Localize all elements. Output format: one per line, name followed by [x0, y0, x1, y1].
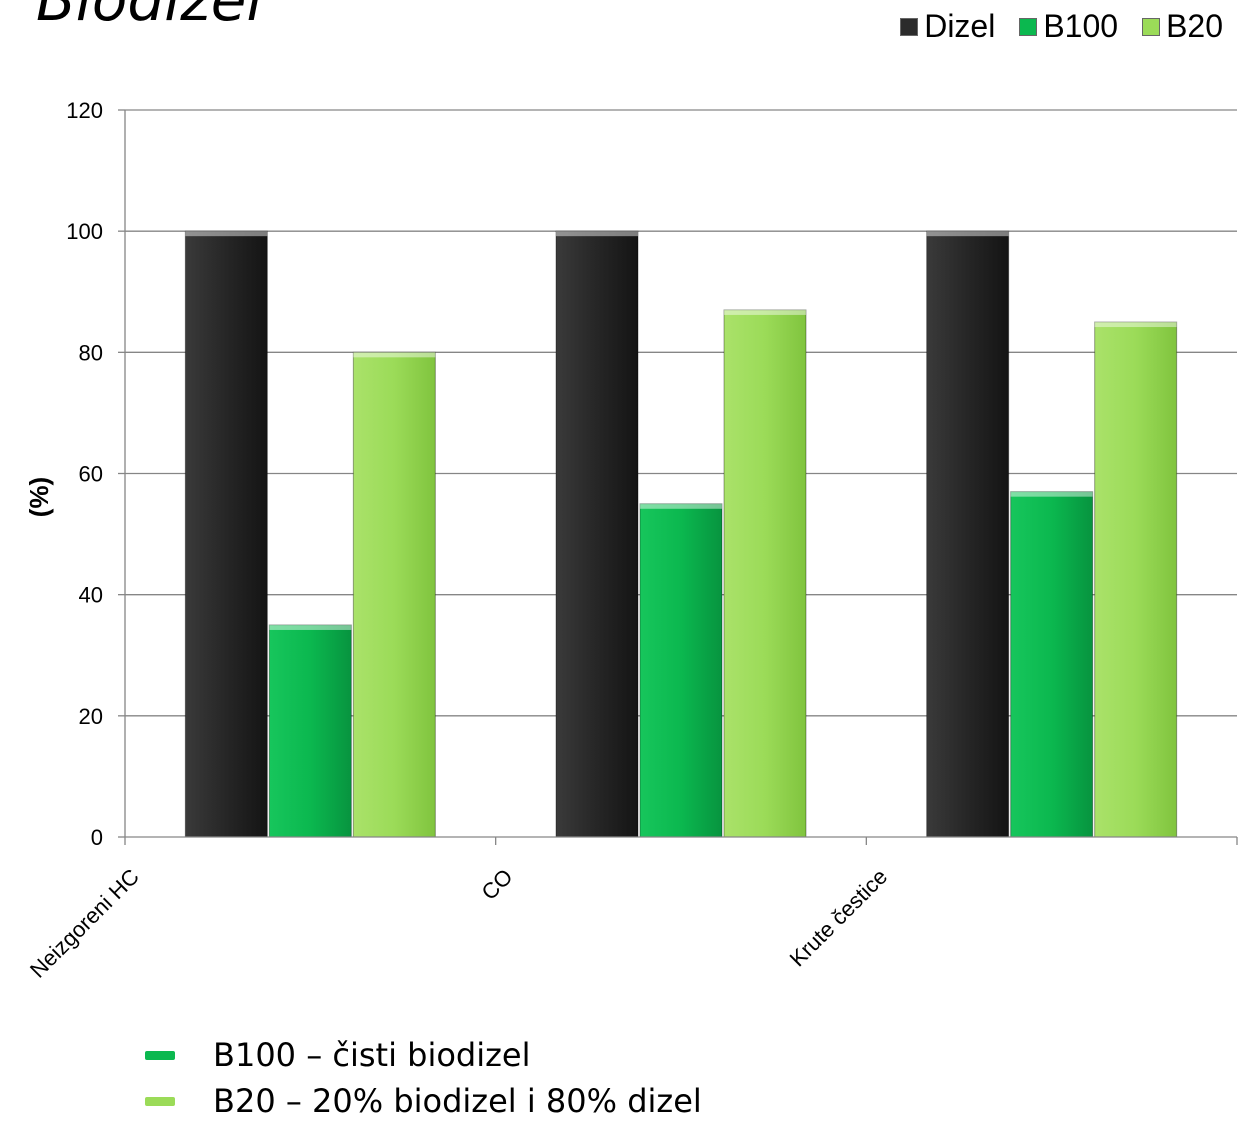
bar-top-highlight — [926, 231, 1009, 237]
notes-list: B100 – čisti biodizel B20 – 20% biodizel … — [145, 1032, 702, 1124]
y-tick-label: 0 — [91, 825, 103, 850]
bar-top-highlight — [1010, 491, 1093, 497]
legend-swatch — [900, 17, 919, 36]
legend-swatch — [1142, 17, 1161, 36]
y-tick-label: 80 — [79, 340, 103, 365]
bar-chart: 0 20 40 60 80 100 120 Neizgoreni HC CO Krute čest… — [24, 98, 1238, 983]
dash-bullet-icon — [145, 1096, 175, 1106]
y-tick-label: 100 — [66, 219, 103, 244]
note-item: B20 – 20% biodizel i 80% dizel — [145, 1078, 702, 1124]
dash-bullet-icon — [145, 1050, 175, 1060]
bar-b20 — [352, 351, 436, 838]
y-tick-label: 40 — [79, 583, 103, 608]
bar-b100 — [1010, 491, 1094, 838]
legend-item-b100: B100 — [1019, 8, 1118, 45]
bar-dizel — [926, 230, 1010, 838]
note-text: B100 – čisti biodizel — [213, 1036, 531, 1074]
bar-b100 — [639, 503, 723, 838]
bar-b20 — [723, 309, 807, 838]
note-text: B20 – 20% biodizel i 80% dizel — [213, 1082, 702, 1120]
bar-top-highlight — [269, 624, 352, 630]
x-tick-label: CO — [477, 864, 518, 905]
bar-b20 — [1094, 321, 1178, 838]
bar-top-highlight — [724, 309, 806, 315]
legend-label: Dizel — [924, 8, 996, 44]
legend-label: B100 — [1043, 8, 1119, 44]
legend-item-dizel: Dizel — [900, 8, 995, 45]
y-tick-label: 60 — [79, 462, 103, 487]
x-tick-label: Krute čestice — [785, 864, 893, 972]
bar-b100 — [268, 624, 352, 838]
y-tick-label: 120 — [66, 98, 103, 123]
y-tick-label: 20 — [79, 704, 103, 729]
bar-top-highlight — [1094, 322, 1177, 328]
legend-item-b20: B20 — [1142, 8, 1223, 45]
bar-top-highlight — [353, 352, 436, 358]
bar-top-highlight — [556, 231, 638, 237]
note-item: B100 – čisti biodizel — [145, 1032, 702, 1078]
page-title: Biodizel — [36, 0, 263, 34]
bar-top-highlight — [640, 503, 722, 509]
x-tick-label: Neizgoreni HC — [25, 864, 144, 983]
bar-dizel — [184, 230, 268, 838]
legend: Dizel B100 B20 — [900, 8, 1223, 45]
bar-top-highlight — [185, 231, 268, 237]
legend-label: B20 — [1166, 8, 1223, 44]
bar-dizel — [555, 230, 639, 838]
legend-swatch — [1019, 17, 1038, 36]
y-axis-label: (%) — [24, 477, 54, 517]
